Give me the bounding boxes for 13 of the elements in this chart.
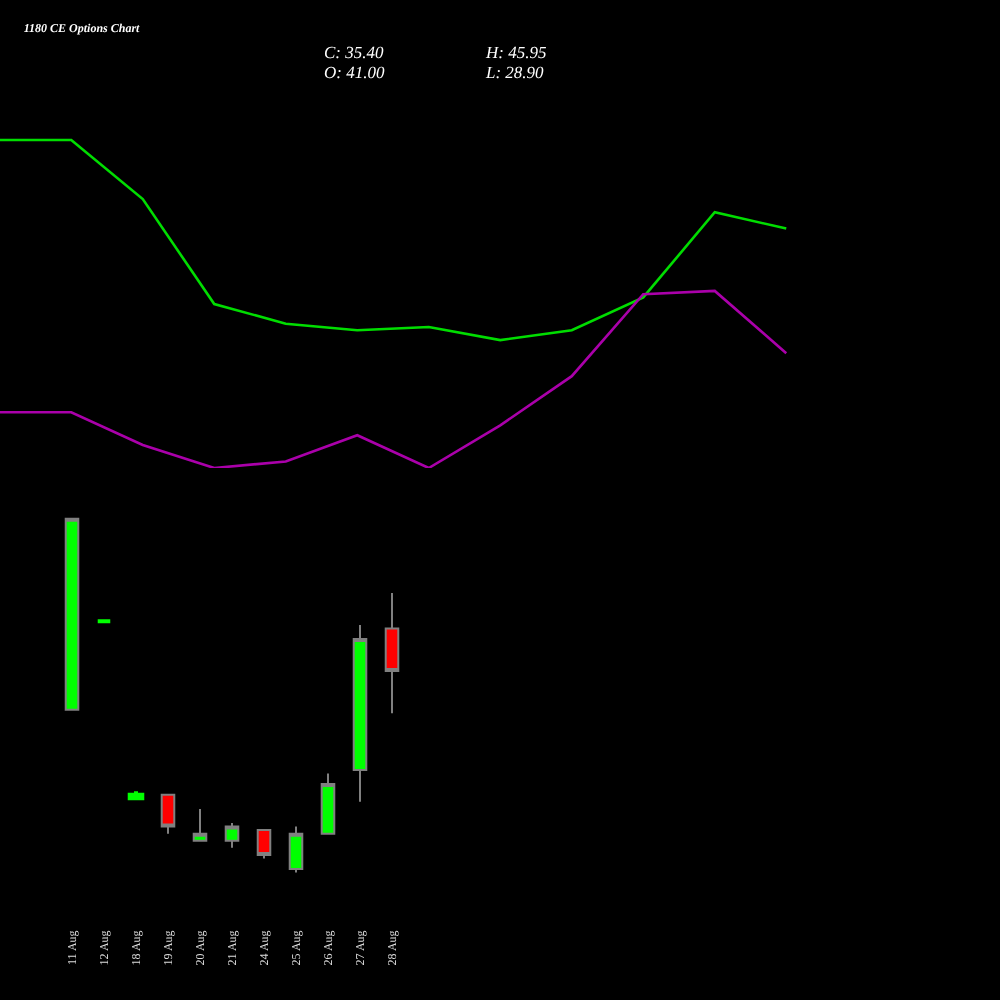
candlestick [192, 807, 208, 842]
candlestick [160, 793, 176, 835]
candlestick [64, 517, 80, 711]
text: H: 45.95 [484, 42, 547, 62]
text: O: 41.00 [324, 62, 386, 82]
candlestick [384, 592, 400, 715]
candlestick [256, 829, 272, 860]
candlestick [224, 822, 240, 849]
text: L: 28.90 [484, 62, 546, 82]
text: C: 35.40 [324, 42, 385, 62]
candlestick [320, 772, 336, 835]
candlestick [352, 623, 368, 803]
candlestick [288, 825, 304, 874]
